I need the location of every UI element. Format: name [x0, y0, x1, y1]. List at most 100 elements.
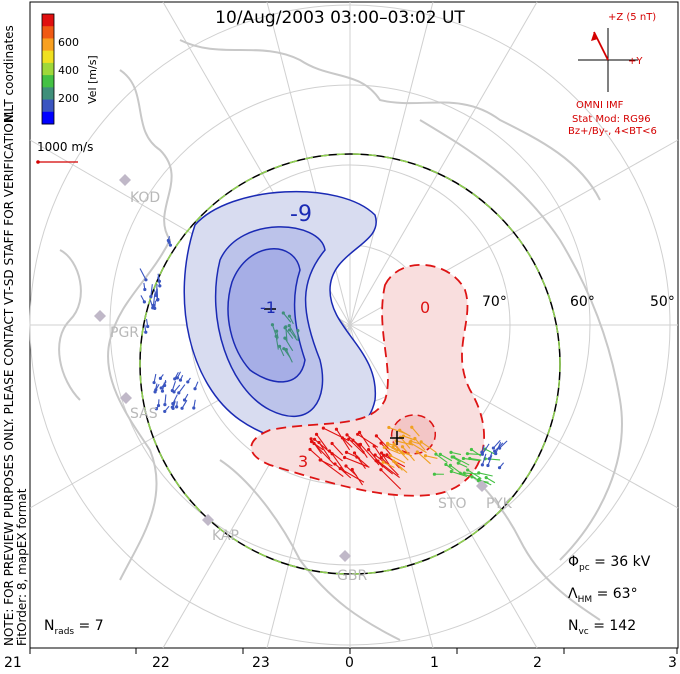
negative-cell: [183, 190, 377, 444]
velocity-vector: [359, 432, 370, 448]
mlt-label-0: 0: [345, 655, 354, 671]
velocity-vector-origin: [282, 347, 286, 351]
velocity-vector: [329, 450, 343, 462]
contour-label-pos-top: 0: [420, 298, 431, 317]
velocity-vector: [289, 329, 298, 341]
velocity-vector: [285, 349, 293, 363]
velocity-vector-origin: [160, 389, 165, 393]
velocity-vector: [395, 462, 403, 471]
velocity-vector-origin: [277, 344, 282, 348]
velocity-vector-origin: [358, 442, 363, 446]
velocity-vector: [478, 472, 493, 477]
lat-label-50: 50°: [650, 294, 675, 310]
lat-label-60: 60°: [570, 294, 595, 310]
velocity-vector-origin: [180, 406, 184, 410]
velocity-vector-origin: [151, 306, 155, 310]
velocity-vector-origin: [379, 468, 383, 472]
velocity-vector: [409, 442, 427, 454]
velocity-vector-origin: [296, 328, 300, 333]
fit-order-note: FitOrder: 8, mapEX format: [15, 488, 29, 646]
velocity-vector: [487, 455, 493, 466]
velocity-vector: [382, 461, 395, 468]
coastline-hudson-bay: [58, 249, 82, 401]
velocity-vector: [464, 472, 480, 475]
velocity-vector-origin: [287, 328, 292, 332]
contour-label-pos-left: 3: [298, 452, 309, 471]
velocity-vector-origin: [284, 347, 288, 352]
mlt-label-22: 22: [152, 655, 170, 671]
velocity-vector: [375, 460, 394, 475]
velocity-vector-origin: [154, 407, 158, 411]
velocity-vector: [354, 452, 366, 470]
velocity-vector-origin: [415, 450, 419, 454]
velocity-vector-origin: [149, 295, 153, 299]
velocity-vector: [450, 451, 462, 456]
station-sto: STO: [438, 496, 467, 512]
imf-clock: [578, 28, 638, 92]
velocity-vector-origin: [409, 439, 413, 443]
colorbar-swatch: [42, 111, 54, 125]
velocity-vector-origin: [144, 278, 148, 282]
mlt-label-1: 1: [430, 655, 439, 671]
velocity-vector: [150, 284, 153, 297]
velocity-vector: [451, 470, 468, 478]
velocity-vector: [485, 458, 501, 461]
velocity-vector: [377, 460, 400, 478]
station-sas: SAS: [130, 406, 158, 422]
velocity-vector-origin: [146, 324, 150, 329]
velocity-vector: [494, 442, 504, 452]
velocity-vector-origin: [491, 446, 495, 450]
station-marker: [119, 174, 131, 186]
velocity-vector-origin: [308, 447, 312, 452]
velocity-vector: [435, 453, 448, 463]
colorbar-swatch: [42, 75, 54, 88]
velocity-vector-origin: [163, 402, 167, 407]
velocity-vector-origin: [366, 448, 371, 452]
velocity-vector-origin: [177, 391, 181, 395]
velocity-vector-origin: [486, 463, 490, 468]
velocity-vector-origin: [387, 425, 391, 430]
velocity-vector-origin: [142, 300, 146, 304]
velocity-vector: [320, 459, 344, 477]
stat-n-vc: Nvc = 142: [568, 618, 637, 637]
velocity-vector-origin: [373, 453, 377, 457]
imf-vector-head: [591, 32, 598, 41]
velocity-vectors: [139, 236, 508, 490]
velocity-vector-origin: [385, 441, 390, 445]
velocity-vector-origin: [444, 462, 448, 467]
stat-n-rads: Nrads = 7: [44, 618, 104, 637]
velocity-vector-origin: [497, 466, 502, 470]
velocity-vector: [342, 437, 353, 448]
velocity-vector-origin: [449, 469, 453, 474]
velocity-vector-origin: [192, 406, 196, 410]
velocity-vector: [481, 453, 487, 466]
mlt-label-2: 2: [533, 655, 542, 671]
velocity-vector-origin: [350, 467, 354, 472]
velocity-vector: [344, 456, 370, 468]
velocity-vector-origin: [193, 387, 197, 391]
velocity-vector: [314, 438, 332, 454]
velocity-vector-origin: [319, 458, 323, 462]
velocity-vector: [388, 426, 408, 435]
map-title: 10/Aug/2003 03:00–03:02 UT: [215, 8, 465, 28]
velocity-vector-origin: [171, 406, 175, 411]
colorbar-swatch: [42, 50, 54, 64]
velocity-vector-origin: [480, 452, 484, 456]
velocity-vector-origin: [401, 434, 406, 438]
imf-z-label: +Z (5 nT): [608, 12, 657, 23]
velocity-vector-origin: [410, 425, 414, 429]
velocity-vector: [499, 440, 508, 449]
velocity-vector-origin: [456, 461, 460, 465]
velocity-vector-origin: [487, 457, 492, 461]
velocity-vector-origin: [173, 377, 177, 381]
coastline-greenland-south: [219, 459, 401, 641]
mlt-label-21: 21: [4, 655, 22, 671]
velocity-vector: [284, 327, 294, 339]
contour-label-neg-outer: -9: [290, 202, 312, 227]
hm-boundary-dash: [139, 153, 561, 575]
velocity-vector: [445, 464, 454, 471]
velocity-vector-origin: [392, 442, 396, 446]
stat-lambda-hm: ΛHM = 63°: [568, 586, 638, 605]
velocity-vector: [485, 477, 496, 484]
